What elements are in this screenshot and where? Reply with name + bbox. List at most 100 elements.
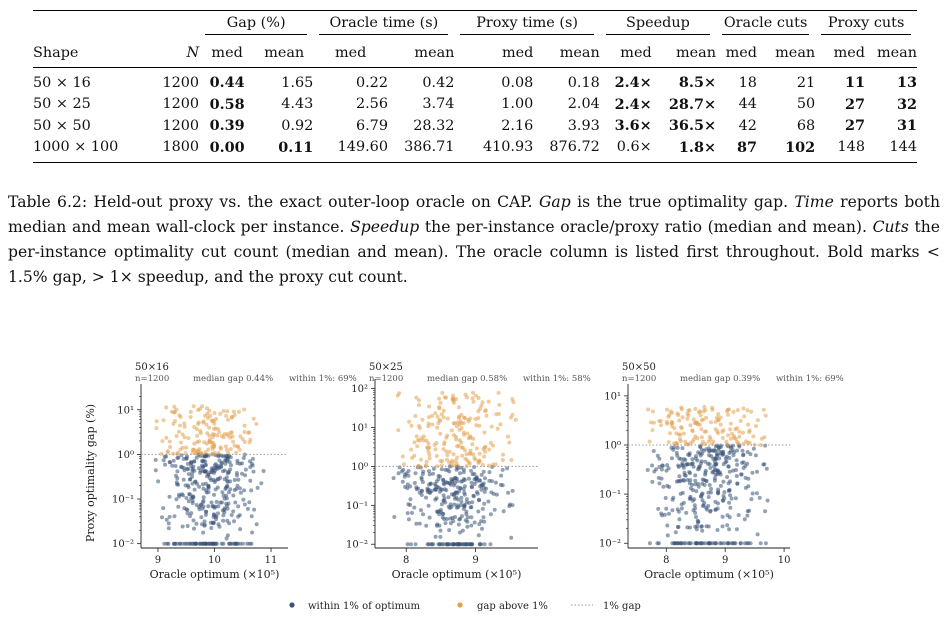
data-point (693, 506, 698, 511)
data-point (180, 445, 185, 450)
data-point (459, 495, 464, 500)
data-point (457, 415, 461, 420)
data-point (650, 479, 655, 484)
data-point (191, 447, 196, 452)
data-point (443, 500, 448, 505)
data-point (460, 453, 465, 458)
data-point (184, 496, 189, 500)
data-point (664, 506, 669, 511)
oracle-time-mean-cell: 3.74 (422, 96, 455, 113)
data-point (726, 412, 730, 417)
data-point (480, 526, 484, 531)
data-point (206, 447, 211, 452)
data-point (462, 490, 467, 495)
gap-med-header: med (211, 45, 243, 61)
data-point (232, 413, 237, 418)
data-point (657, 481, 662, 486)
proxy-cuts-med-header: med (833, 45, 865, 61)
data-point (734, 468, 738, 472)
data-point (666, 440, 671, 445)
data-point (675, 445, 680, 450)
data-point (693, 510, 698, 515)
data-point (495, 426, 500, 431)
data-point (726, 541, 731, 546)
data-point (496, 390, 501, 395)
data-point (755, 418, 760, 423)
x-tick-label: 8 (403, 555, 409, 566)
data-point (674, 442, 679, 447)
data-point (198, 431, 203, 436)
data-point (445, 453, 450, 458)
data-point (189, 460, 193, 465)
data-point (438, 431, 443, 436)
data-point (216, 504, 221, 509)
results-table: Gap (%) Oracle time (s) Proxy time (s) S… (33, 10, 917, 163)
data-point (206, 484, 211, 489)
data-point (229, 463, 233, 468)
data-point (458, 471, 463, 476)
data-point (718, 422, 723, 427)
data-point (444, 517, 449, 521)
data-point (478, 478, 483, 483)
oracle-cuts-med-cell: 44 (738, 96, 757, 113)
data-point (702, 483, 707, 487)
data-point (498, 422, 503, 427)
data-point (410, 510, 414, 515)
data-point (673, 530, 678, 535)
data-point (196, 422, 200, 426)
data-point (737, 434, 742, 439)
data-point (659, 467, 664, 472)
data-point (466, 542, 471, 547)
data-point (448, 516, 453, 521)
data-point (441, 493, 446, 498)
data-point (457, 438, 462, 443)
data-point (469, 468, 474, 473)
data-point (173, 464, 178, 468)
data-point (713, 507, 718, 512)
data-point (698, 413, 703, 418)
data-point (677, 517, 682, 522)
data-point (676, 525, 681, 529)
data-point (438, 400, 443, 405)
proxy-time-med-cell: 0.08 (454, 67, 534, 94)
data-point (645, 468, 650, 472)
shape-cell: 50 × 25 (33, 96, 91, 113)
data-point (471, 493, 476, 498)
data-point (749, 497, 754, 502)
data-point (737, 444, 742, 449)
data-point (441, 408, 446, 413)
data-point (734, 474, 739, 478)
panel-title: 50×16 (135, 362, 169, 373)
caption-text-4: the per-instance oracle/proxy ratio (med… (419, 218, 873, 236)
data-point (204, 441, 209, 446)
data-point (726, 464, 731, 469)
data-point (182, 506, 187, 511)
data-point (714, 457, 719, 462)
group-header-oracle-time: Oracle time (s) (313, 10, 455, 39)
y-tick-label: 10⁻² (112, 539, 134, 550)
data-point (708, 437, 713, 442)
data-point (419, 508, 423, 513)
data-point (462, 416, 467, 421)
data-point (683, 458, 688, 462)
data-point (449, 428, 454, 433)
data-point (482, 519, 487, 524)
oracle-cuts-med-header: med (725, 45, 757, 61)
data-point (656, 541, 661, 546)
data-point (226, 501, 231, 506)
data-point (202, 522, 207, 527)
data-point (479, 487, 484, 492)
data-point (725, 523, 730, 528)
data-point (763, 413, 768, 418)
oracle-time-mean-cell: 386.71 (388, 136, 455, 163)
caption-speedup-word: Speedup (350, 218, 420, 236)
data-point (251, 456, 255, 461)
data-point (202, 519, 207, 524)
data-point (744, 439, 748, 444)
data-point (470, 442, 475, 447)
data-point (674, 431, 679, 436)
data-point (758, 541, 763, 546)
data-point (661, 484, 666, 489)
data-point (706, 504, 711, 508)
caption-text-1: Held-out proxy vs. the exact outer-loop … (87, 193, 539, 211)
